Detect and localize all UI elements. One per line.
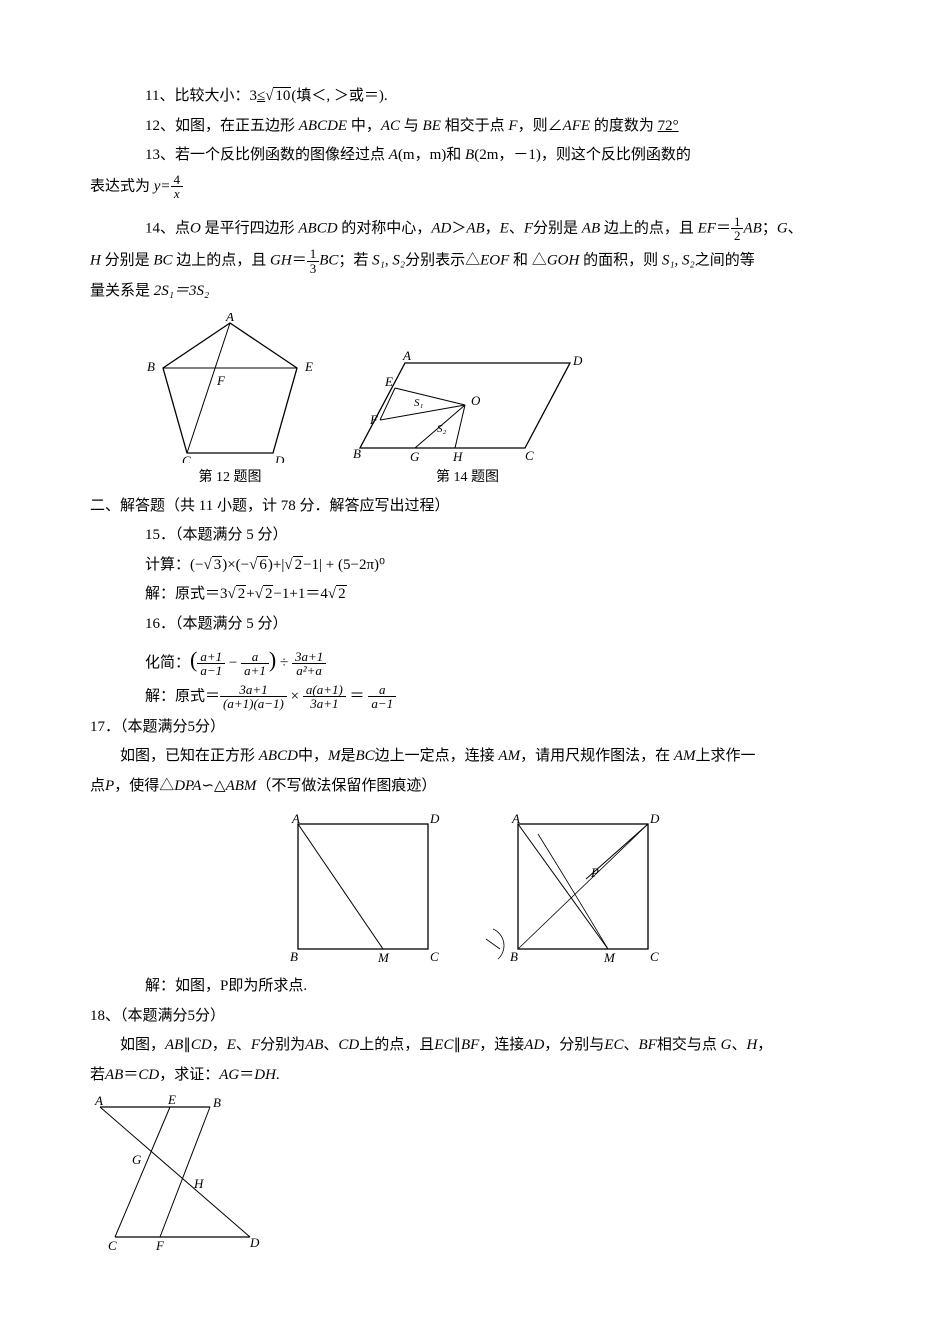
svg-text:D: D: [249, 1235, 260, 1250]
svg-text:B: B: [510, 949, 518, 964]
q12-answer: 72°: [658, 118, 679, 134]
svg-text:A: A: [402, 348, 411, 363]
q18-line1: 如图，AB∥CD，E、F分别为AB、CD上的点，且EC∥BF，连接AD，分别与E…: [90, 1033, 855, 1059]
svg-text:B: B: [290, 949, 298, 964]
q15-title: 15．（本题满分 5 分）: [90, 523, 855, 549]
svg-text:P: P: [590, 865, 599, 880]
svg-text:S₂: S₂: [437, 423, 447, 435]
svg-text:C: C: [182, 453, 191, 463]
q14-line1: 14、点O 是平行四边形 ABCD 的对称中心，AD＞AB，E、F分别是 AB …: [90, 215, 855, 243]
svg-text:C: C: [430, 949, 439, 964]
q16-title: 16．（本题满分 5 分）: [90, 612, 855, 638]
fig12-svg: A B E C D F: [145, 313, 315, 463]
svg-text:E: E: [167, 1092, 176, 1107]
svg-text:A: A: [94, 1093, 103, 1108]
q12-line: 12、如图，在正五边形 ABCDE 中，AC 与 BE 相交于点 F，则∠AFE…: [90, 114, 855, 140]
svg-text:B: B: [353, 446, 361, 461]
svg-text:S₁: S₁: [414, 397, 424, 409]
q14-line3: 量关系是 2S₁＝3S₂: [90, 279, 855, 305]
q18-line2: 若AB＝CD，求证：AG＝DH.: [90, 1063, 855, 1089]
fig12-label: 第 12 题图: [199, 466, 262, 490]
q17-title: 17．（本题满分5分）: [90, 715, 855, 741]
svg-text:D: D: [274, 453, 285, 463]
svg-text:G: G: [132, 1152, 142, 1167]
svg-text:M: M: [377, 950, 390, 964]
svg-text:F: F: [155, 1238, 165, 1252]
q11-line: 11、比较大小：3≤10(填＜, ＞或＝).: [90, 84, 855, 110]
q13-frac: 4x: [171, 173, 184, 201]
q17-line2: 点P，使得△DPA∽△ABM（不写做法保留作图痕迹）: [90, 774, 855, 800]
fig18-svg: A E B G H C F D: [90, 1092, 270, 1252]
svg-text:M: M: [603, 950, 616, 964]
svg-text:C: C: [525, 448, 534, 463]
q14-answer: 2S₁＝3S₂: [154, 283, 209, 299]
svg-text:C: C: [650, 949, 659, 964]
fig17-row: A D B C M A D B C M P: [90, 809, 855, 964]
svg-text:D: D: [649, 811, 660, 826]
fig18-block: A E B G H C F D: [90, 1092, 855, 1252]
q17-line1: 如图，已知在正方形 ABCD中，M是BC边上一定点，连接 AM，请用尺规作图法，…: [90, 744, 855, 770]
fig14-col: A D B C E F G H O S₁ S₂ 第 14 题图: [345, 348, 590, 490]
svg-text:H: H: [452, 449, 463, 463]
svg-text:F: F: [216, 373, 226, 388]
q11-suffix: (填＜, ＞或＝).: [291, 88, 387, 104]
fig17b-svg: A D B C M P: [478, 809, 668, 964]
q16-solution: 解：原式＝3a+1(a+1)(a−1) × a(a+1)3a+1 ＝ aa−1: [90, 683, 855, 711]
svg-text:D: D: [572, 353, 583, 368]
q13-line1: 13、若一个反比例函数的图像经过点 A(m，m)和 B(2m，－1)，则这个反比…: [90, 143, 855, 169]
svg-text:E: E: [304, 359, 313, 374]
q16-expr: 化简：(a+1a−1 − aa+1) ÷ 3a+1a²+a: [90, 641, 855, 678]
sqrt-10: 10: [265, 84, 291, 110]
q18-title: 18、（本题满分5分）: [90, 1004, 855, 1030]
svg-text:G: G: [410, 449, 420, 463]
figure-row-1: A B E C D F 第 12 题图 A D B C E F G H O S₁…: [145, 313, 855, 490]
q11-prefix: 11、比较大小：3: [145, 88, 257, 104]
svg-text:H: H: [193, 1176, 204, 1191]
svg-text:B: B: [147, 359, 155, 374]
fig17a-svg: A D B C M: [278, 809, 448, 964]
fig14-label: 第 14 题图: [436, 466, 499, 490]
svg-text:A: A: [291, 811, 300, 826]
svg-text:B: B: [213, 1095, 221, 1110]
q17-solution: 解：如图，P即为所求点.: [90, 974, 855, 1000]
section2-heading: 二、解答题（共 11 小题，计 78 分．解答应写出过程）: [90, 494, 855, 520]
svg-text:D: D: [429, 811, 440, 826]
svg-text:E: E: [384, 374, 393, 389]
svg-text:F: F: [369, 412, 379, 427]
svg-text:O: O: [471, 393, 481, 408]
q15-solution: 解：原式＝32+2−1+1＝42: [90, 582, 855, 608]
q15-expr: 计算：(−3)×(−6)+|2−1| + (5−2π)⁰: [90, 553, 855, 579]
svg-text:C: C: [108, 1238, 117, 1252]
svg-text:A: A: [225, 313, 234, 324]
svg-text:A: A: [511, 811, 520, 826]
q13-line2: 表达式为 y=4x: [90, 173, 855, 201]
q14-line2: H 分别是 BC 边上的点，且 GH＝13BC；若 S₁, S₂分别表示△EOF…: [90, 247, 855, 275]
q11-answer: ≤: [257, 88, 265, 104]
fig12-col: A B E C D F 第 12 题图: [145, 313, 315, 490]
fig14-svg: A D B C E F G H O S₁ S₂: [345, 348, 590, 463]
